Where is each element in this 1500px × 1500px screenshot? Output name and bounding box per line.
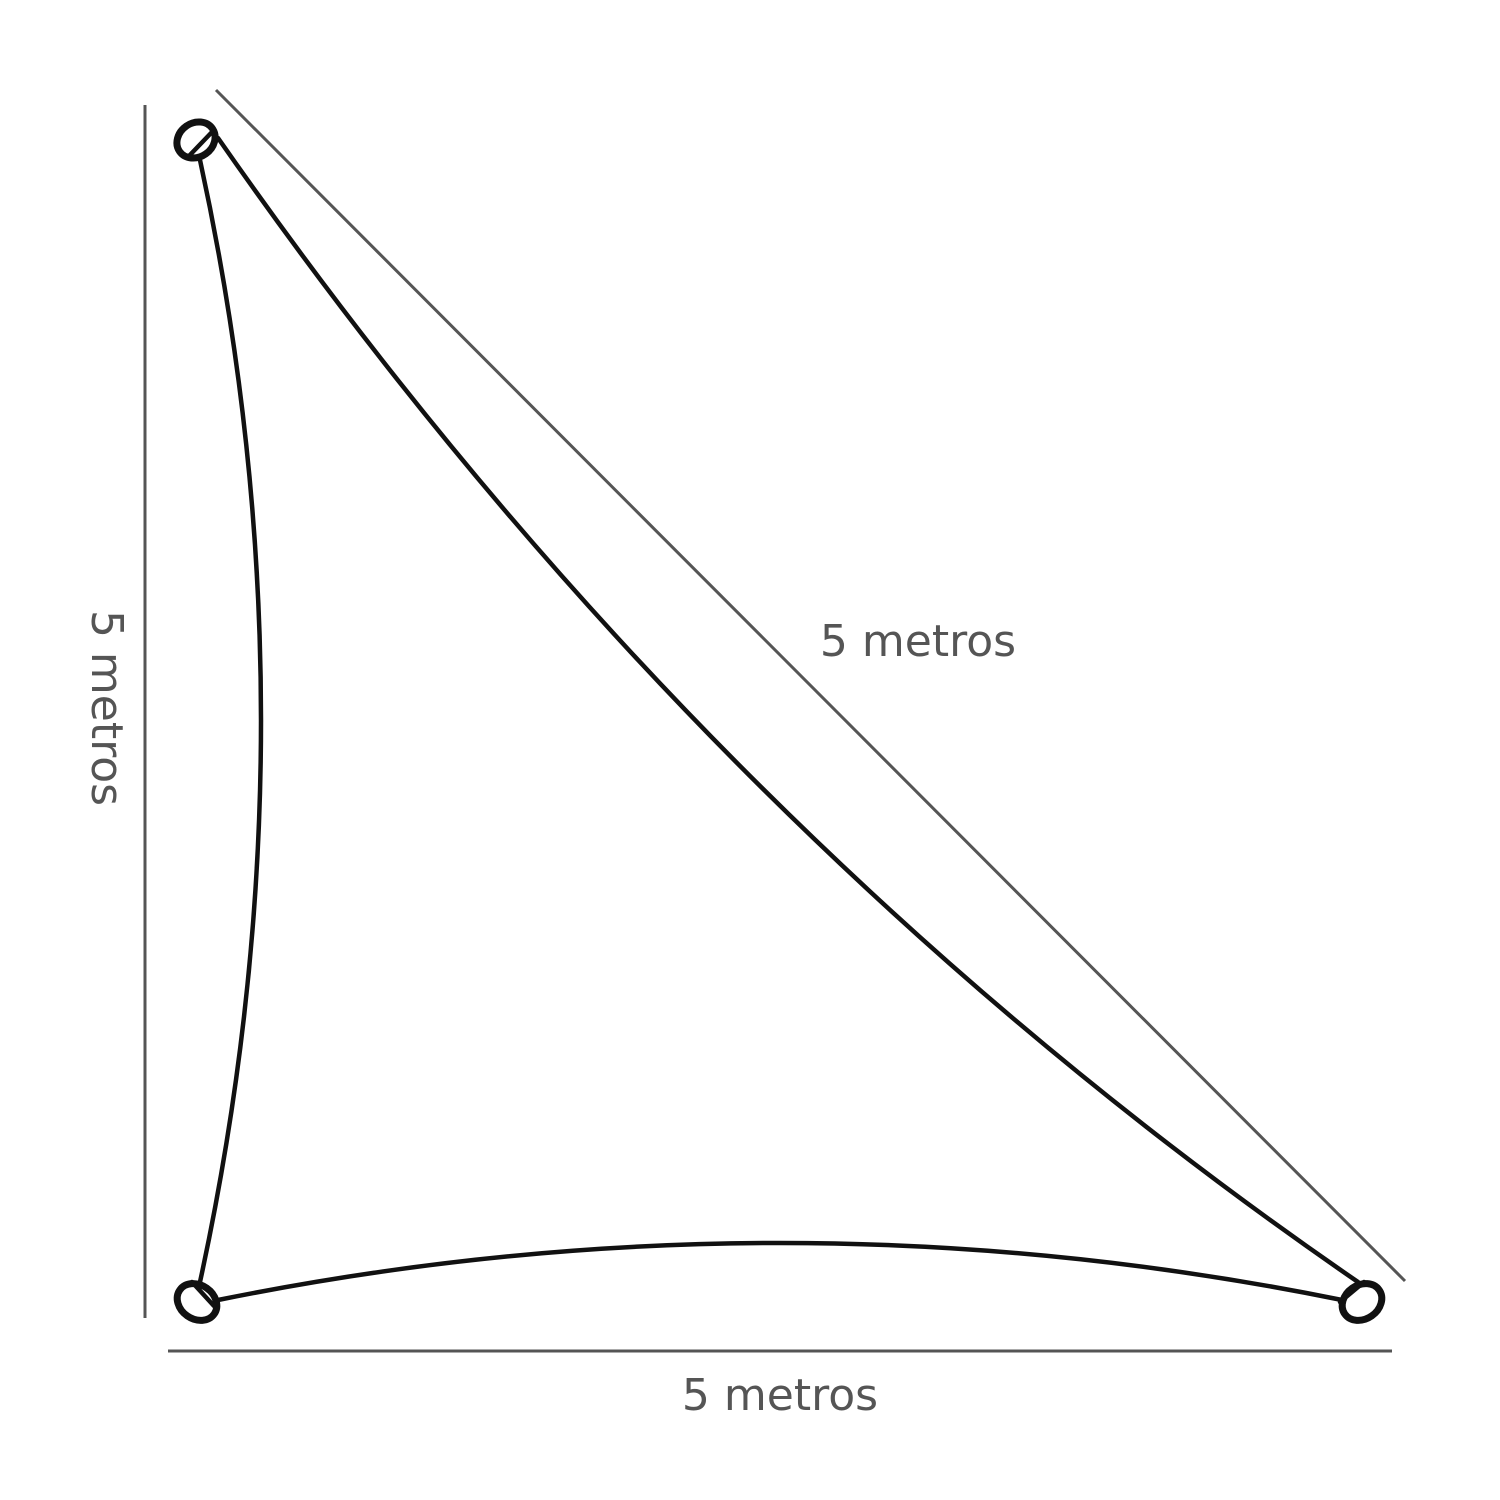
- sail-hypotenuse-edge: [215, 135, 1361, 1285]
- bottom-side-label: 5 metros: [682, 1370, 878, 1421]
- corner-ring-bottom-left: [173, 1279, 221, 1324]
- sail-bottom-edge: [215, 1240, 1345, 1303]
- corner-ring-bottom-right: [1337, 1279, 1386, 1324]
- hypotenuse-label: 5 metros: [820, 616, 1016, 667]
- left-side-label: 5 metros: [81, 610, 132, 806]
- sail-left-edge: [197, 157, 264, 1285]
- corner-ring-top-left: [173, 118, 219, 162]
- hypotenuse-dimension-line: [214, 88, 1407, 1283]
